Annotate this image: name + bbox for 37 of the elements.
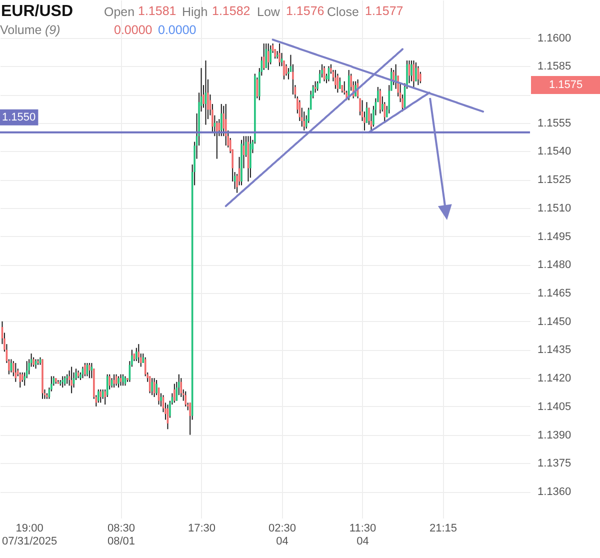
annotation: 1.1582 bbox=[212, 4, 250, 18]
chart-title: EUR/USD bbox=[1, 3, 74, 20]
y-tick-label: 1.1405 bbox=[538, 400, 572, 413]
annotation: 0.0000 bbox=[114, 23, 152, 37]
x-tick-label: 11:30 04 bbox=[349, 522, 376, 548]
x-tick-label: 21:15 bbox=[430, 522, 458, 534]
annotation: Open bbox=[104, 5, 135, 19]
y-tick-label: 1.1555 bbox=[538, 117, 572, 130]
y-tick-label: 1.1435 bbox=[538, 344, 572, 356]
annotation: Low bbox=[257, 5, 281, 19]
annotation: 1.1581 bbox=[138, 4, 176, 18]
y-tick-label: 1.1390 bbox=[538, 429, 572, 442]
y-tick-label: 1.1465 bbox=[538, 288, 572, 300]
annotation: 1.1577 bbox=[365, 4, 404, 18]
y-tick-label: 1.1510 bbox=[538, 202, 572, 214]
y-tick-label: 1.1525 bbox=[538, 174, 572, 186]
y-tick-label: 1.1495 bbox=[538, 230, 572, 243]
annotation: 1.1576 bbox=[286, 4, 324, 18]
y-tick-label: 1.1600 bbox=[538, 32, 572, 44]
annotation: (9) bbox=[45, 23, 60, 37]
x-tick-label: 08:30 08/01 bbox=[107, 522, 136, 548]
y-tick-label: 1.1450 bbox=[538, 316, 572, 328]
annotation: High bbox=[182, 5, 208, 19]
text: 1.1575 bbox=[549, 79, 583, 91]
y-tick-label: 1.1375 bbox=[538, 458, 572, 470]
x-tick-label: 17:30 bbox=[188, 522, 216, 534]
y-tick-label: 1.1585 bbox=[538, 60, 572, 73]
y-tick-label: 1.1480 bbox=[538, 259, 572, 272]
y-tick-label: 1.1360 bbox=[538, 486, 572, 498]
y-tick-label: 1.1540 bbox=[538, 146, 572, 158]
y-tick-label: 1.1420 bbox=[538, 372, 572, 385]
ref-line-label: 1.1550 bbox=[2, 111, 36, 124]
x-tick-label: 02:30 04 bbox=[268, 522, 296, 548]
annotation: Volume bbox=[0, 23, 42, 37]
annotation: Close bbox=[327, 5, 360, 19]
annotation: 0.0000 bbox=[158, 23, 196, 37]
x-tick-label: 19:00 07/31/2025 bbox=[2, 522, 58, 548]
